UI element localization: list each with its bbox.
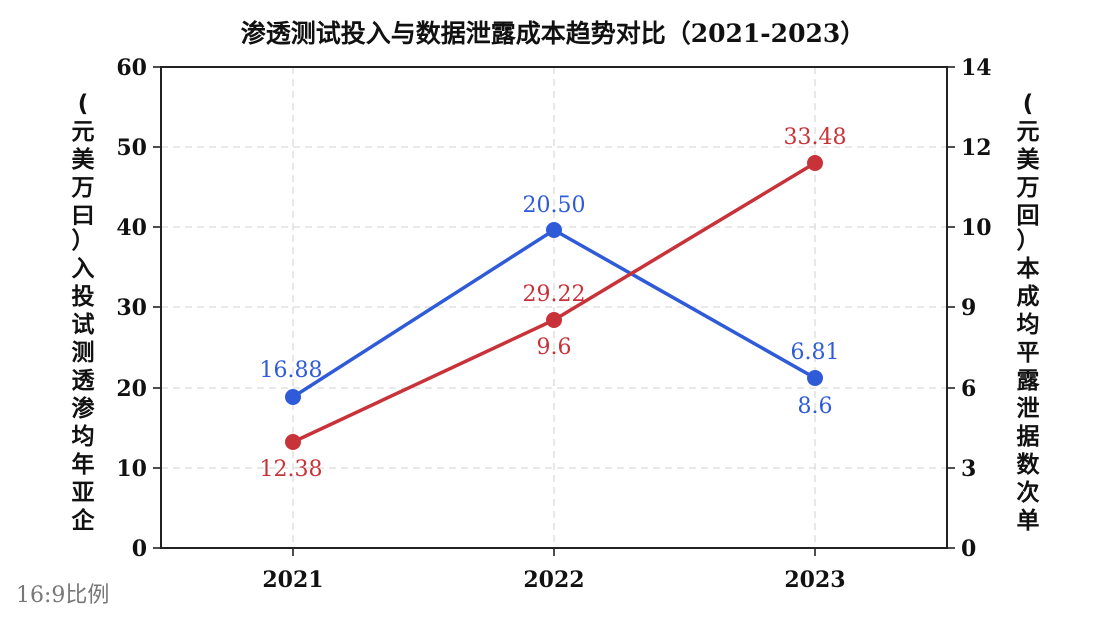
right-tick-label: 10 (961, 215, 992, 241)
svg-text:万: 万 (1017, 175, 1040, 201)
right-tick-label: 3 (961, 456, 976, 482)
svg-text:亚: 亚 (72, 480, 95, 506)
right-axis: 14 12 10 9 6 3 0 (947, 55, 992, 562)
svg-text:单: 单 (1017, 508, 1040, 534)
svg-text:成: 成 (1017, 284, 1040, 310)
svg-text:数: 数 (1017, 452, 1041, 478)
data-label: 33.48 (784, 125, 847, 150)
svg-text:次: 次 (1017, 479, 1040, 506)
left-axis: 60 50 40 30 20 10 0 (116, 55, 161, 562)
svg-text:回: 回 (1017, 203, 1040, 229)
data-label: 12.38 (260, 457, 323, 482)
svg-text:万: 万 (72, 175, 95, 201)
svg-text:(: ( (78, 91, 89, 117)
svg-text:元: 元 (72, 119, 95, 145)
red-point-2022 (546, 312, 562, 328)
series-investment (285, 222, 823, 405)
right-tick-label: 14 (961, 55, 992, 81)
x-tick-label: 2023 (784, 567, 845, 593)
svg-text:）: ） (72, 227, 95, 254)
svg-text:美: 美 (72, 146, 95, 173)
data-label: 6.81 (791, 340, 840, 365)
right-tick-label: 9 (961, 295, 976, 321)
blue-point-2022 (546, 222, 562, 238)
grid (161, 67, 947, 548)
aspect-ratio-note: 16:9比例 (16, 583, 109, 608)
svg-text:元: 元 (1017, 119, 1040, 145)
svg-text:露: 露 (1017, 368, 1041, 394)
svg-text:据: 据 (1017, 424, 1040, 450)
data-label: 29.22 (523, 282, 586, 307)
left-tick-label: 20 (116, 376, 147, 402)
red-point-2021 (285, 434, 301, 450)
x-tick-label: 2022 (523, 567, 584, 593)
left-axis-label: ( 元 美 万 曰 ） 入 投 试 测 透 渗 均 年 亚 企 (71, 91, 96, 534)
svg-text:平: 平 (1017, 340, 1040, 366)
blue-point-2021 (285, 389, 301, 405)
left-tick-label: 60 (116, 55, 147, 81)
svg-text:均: 均 (72, 423, 95, 450)
svg-text:本: 本 (1017, 256, 1040, 282)
series-breach-cost (285, 155, 823, 450)
data-label: 20.50 (523, 193, 586, 218)
x-tick-label: 2021 (262, 567, 323, 593)
svg-text:入: 入 (72, 256, 95, 282)
svg-text:均: 均 (1017, 311, 1040, 338)
svg-text:渗: 渗 (72, 395, 96, 422)
left-tick-label: 50 (116, 135, 147, 161)
left-tick-label: 0 (132, 536, 147, 562)
data-label: 16.88 (260, 358, 323, 383)
svg-text:试: 试 (72, 312, 95, 338)
data-label: 8.6 (798, 394, 833, 419)
svg-text:透: 透 (72, 368, 96, 394)
red-point-2023 (807, 155, 823, 171)
svg-text:(: ( (1023, 91, 1034, 117)
right-tick-label: 6 (961, 376, 976, 402)
svg-text:企: 企 (71, 507, 96, 534)
svg-text:投: 投 (72, 284, 95, 310)
svg-text:美: 美 (1017, 146, 1040, 173)
right-tick-label: 0 (961, 536, 976, 562)
data-labels: 16.88 20.50 6.81 8.6 12.38 29.22 9.6 33.… (260, 125, 847, 482)
svg-text:曰: 曰 (72, 203, 95, 229)
data-label: 9.6 (537, 335, 572, 360)
right-axis-label: ( 元 美 万 回 ） 本 成 均 平 露 泄 据 数 次 单 (1017, 91, 1041, 534)
right-tick-label: 12 (961, 135, 992, 161)
chart-title: 渗透测试投入与数据泄露成本趋势对比（2021-2023） (241, 19, 866, 48)
blue-point-2023 (807, 370, 823, 386)
left-tick-label: 40 (116, 215, 147, 241)
x-axis: 2021 2022 2023 (262, 548, 846, 593)
left-tick-label: 30 (116, 295, 147, 321)
svg-text:年: 年 (72, 451, 95, 478)
svg-text:）: ） (1017, 227, 1040, 254)
svg-text:泄: 泄 (1017, 396, 1040, 422)
svg-text:测: 测 (72, 340, 95, 366)
left-tick-label: 10 (116, 456, 147, 482)
